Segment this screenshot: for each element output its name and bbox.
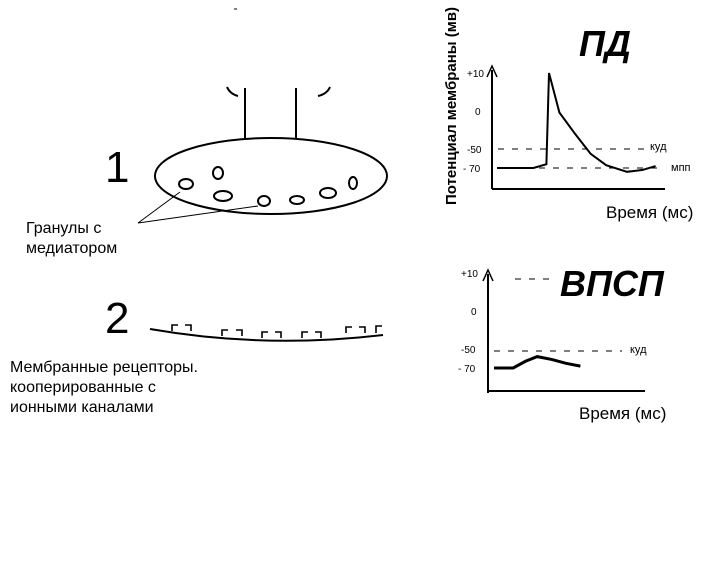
callout-line: [137, 205, 259, 224]
epsp-curve: [494, 355, 581, 370]
granules-caption-line: Гранулы с: [26, 220, 102, 237]
resting-label: мпп: [671, 162, 691, 174]
receptor-icon: [221, 329, 243, 336]
label-2: 2: [105, 294, 129, 343]
receptor-icon: [171, 324, 192, 331]
axon-curve-left: [226, 86, 239, 97]
vesicle: [348, 176, 358, 190]
vesicle: [257, 195, 271, 207]
callout-line: [137, 191, 181, 224]
vesicle: [289, 195, 305, 205]
vesicle-granules: [178, 166, 358, 207]
granule-callout-lines: [137, 191, 259, 224]
tick-label: -50: [461, 345, 476, 356]
membrane-curve: [149, 328, 384, 342]
x-axis-label: Время (мс): [579, 404, 666, 423]
granules-caption-line: медиатором: [26, 240, 118, 257]
postsynaptic-membrane: [149, 324, 384, 342]
tick-label: +10: [461, 269, 478, 280]
chart-title-pd: ПД: [579, 23, 631, 64]
tick-label: - 70: [458, 364, 476, 375]
chart-title-epsp: ВПСП: [560, 263, 665, 304]
vesicle: [178, 178, 194, 190]
tick-label: +10: [467, 69, 484, 80]
action-potential-curve: [497, 72, 656, 173]
x-axis-label: Время (мс): [606, 203, 693, 222]
tick-label: 0: [475, 107, 481, 118]
threshold-label: куд: [650, 141, 667, 153]
presynaptic-terminal: [154, 86, 388, 215]
y-axis-arrow-icon: [486, 64, 498, 78]
receptors-caption-line: Мембранные рецепторы.: [10, 359, 198, 376]
receptor-icon: [261, 331, 282, 338]
receptor-icon: [375, 325, 382, 333]
receptors-caption: Мембранные рецепторы. кооперированные с …: [10, 358, 198, 418]
tick-label: -50: [467, 145, 482, 156]
threshold-label: куд: [630, 344, 647, 356]
receptors-caption-line: ионными каналами: [10, 399, 154, 416]
tick-label: - 70: [463, 164, 481, 175]
receptor-channels: [171, 324, 382, 338]
receptors-caption-line: кооперированные с: [10, 379, 156, 396]
receptor-icon: [345, 326, 366, 333]
synaptic-bouton: [154, 137, 388, 215]
action-potential-chart: ПД Потенциал мембраны (мв) Время (мс) +1…: [443, 7, 693, 222]
receptor-icon: [301, 331, 322, 338]
axon-curve-right: [317, 86, 331, 97]
vesicle: [319, 187, 337, 199]
tick-label: 0: [471, 307, 477, 318]
label-1: 1: [105, 143, 129, 192]
y-axis-label: Потенциал мембраны (мв): [443, 7, 460, 205]
vesicle: [212, 166, 224, 180]
granules-caption: Гранулы с медиатором: [26, 219, 117, 259]
vesicle: [213, 190, 233, 202]
epsp-chart: ВПСП Время (мс) +10 0 -50 - 70 куд: [458, 263, 666, 423]
y-axis-arrow-icon: [482, 268, 494, 282]
